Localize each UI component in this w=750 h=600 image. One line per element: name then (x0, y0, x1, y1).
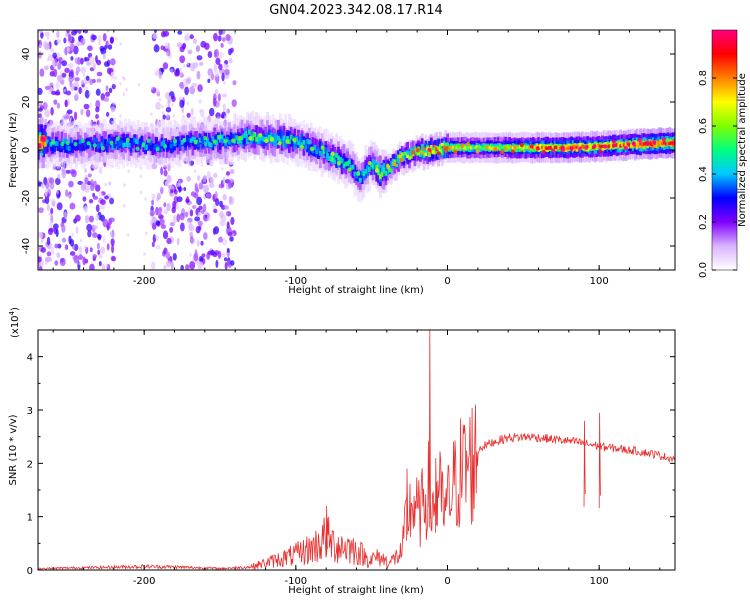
snr-y-axis-label: SNR (10 * v/v) (8, 414, 19, 485)
colorbar-tick-label: 0.6 (698, 118, 709, 134)
snr-x-tick-label: -100 (284, 576, 307, 587)
spectrogram-y-axis-label: Frequency (Hz) (8, 112, 19, 188)
spectrogram-y-tick-label: -40 (21, 238, 32, 254)
spectrogram-y-tick-label: 20 (21, 96, 32, 109)
snr-x-tick-label: -200 (133, 576, 156, 587)
figure-title: GN04.2023.342.08.17.R14 (269, 3, 443, 18)
colorbar-tick-label: 0.4 (698, 166, 709, 182)
spectrogram-y-tick-label: 40 (21, 48, 32, 61)
spectrogram-ridge-layer (38, 110, 675, 203)
colorbar-label: Normalized spectral amplitude (737, 73, 748, 227)
snr-y-tick-label: 4 (27, 353, 33, 364)
spectrogram-x-axis-label: Height of straight line (km) (288, 285, 424, 296)
spectrogram-y-tick-label: 0 (21, 147, 32, 153)
snr-ticks: -200 -100 0 100 0 1 2 3 4 (27, 329, 675, 587)
snr-panel: -200 -100 0 100 0 1 2 3 4 Height of straight lin… (8, 307, 676, 596)
spectrogram-noise-layer (38, 30, 237, 270)
snr-y-tick-label: 1 (27, 513, 33, 524)
spectrogram-x-tick-label: 100 (590, 276, 609, 287)
spectrogram-x-tick-label: -200 (133, 276, 156, 287)
colorbar-gradient (711, 29, 738, 271)
spectrogram-x-tick-label: 0 (444, 276, 450, 287)
snr-y-tick-label: 3 (27, 406, 33, 417)
colorbar-tick-label: 0.0 (698, 262, 709, 278)
spectrogram-y-tick-label: -20 (21, 190, 32, 206)
snr-x-tick-label: 100 (590, 576, 609, 587)
snr-y-tick-label: 0 (27, 566, 33, 577)
snr-y-tick-label: 2 (27, 459, 33, 470)
colorbar-tick-label: 0.8 (698, 70, 709, 86)
colorbar: 0.0 0.2 0.4 0.6 0.8 Normalized spectral ampl… (698, 29, 748, 278)
snr-x-tick-label: 0 (444, 576, 450, 587)
snr-x-axis-label: Height of straight line (km) (288, 585, 424, 596)
snr-plot-area (38, 330, 675, 570)
colorbar-tick-label: 0.2 (698, 214, 709, 230)
svg-text:(x104): (x104) (8, 307, 21, 338)
snr-series-line (38, 330, 675, 570)
spectrogram-x-tick-label: -100 (284, 276, 307, 287)
snr-exponent-label: (x104) (8, 307, 21, 338)
colorbar-ticks: 0.0 0.2 0.4 0.6 0.8 (698, 70, 737, 278)
